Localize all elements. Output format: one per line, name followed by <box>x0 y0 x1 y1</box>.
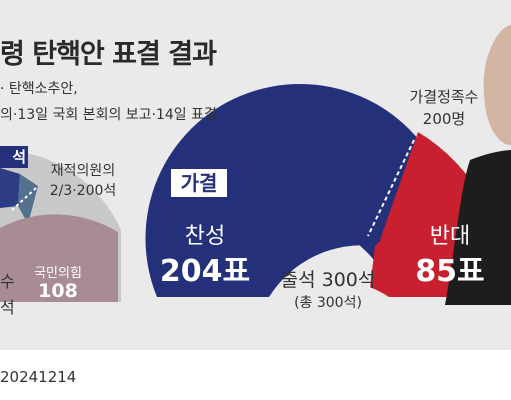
two-thirds-label-line1: 재적의원의 <box>50 163 116 179</box>
infographic-graphics <box>0 25 511 305</box>
threshold-value: 200명 <box>422 110 466 128</box>
left-chart-tab: 석 <box>0 146 28 168</box>
yes-label: 찬성 <box>184 224 226 249</box>
headline-subtitle-line1: · 탄핵소추안, <box>0 81 78 97</box>
headline-title: 령 탄핵안 표결 결과 <box>0 39 217 70</box>
portrait-head <box>483 25 511 145</box>
left-chart-mauve-segment <box>0 214 118 302</box>
portrait-dark-suit <box>445 150 511 305</box>
two-thirds-label-line2: 2/3·200석 <box>49 183 117 199</box>
left-chart-slate-segment <box>18 174 38 224</box>
left-partial-label-top: 수 <box>0 272 15 291</box>
main-chart-inner-hole <box>269 279 389 297</box>
total-seats-label: (총 300석) <box>294 295 362 311</box>
threshold-label: 가결정족수 <box>409 88 479 106</box>
threshold-line <box>367 139 415 237</box>
no-value: 85표 <box>415 254 485 289</box>
yes-segment-body <box>145 83 444 297</box>
left-chart-blue-segment <box>0 168 20 208</box>
result-badge: 가결 <box>168 166 230 200</box>
headline-subtitle-line2: 의·13일 국회 본회의 보고·14일 표결 <box>0 107 217 123</box>
photo-area <box>445 25 511 305</box>
left-seat-chart <box>0 150 121 302</box>
main-seat-chart <box>145 83 506 297</box>
footer-date: 20241214 <box>0 368 77 386</box>
no-label: 반대 <box>429 224 471 249</box>
ppp-party-name: 국민의힘 <box>34 266 82 281</box>
yes-value: 204표 <box>159 254 251 289</box>
left-partial-label-bottom: 석 <box>0 298 15 317</box>
ppp-party-seats: 108 <box>38 280 78 302</box>
attendance-label: 출석 300석 <box>280 269 376 291</box>
